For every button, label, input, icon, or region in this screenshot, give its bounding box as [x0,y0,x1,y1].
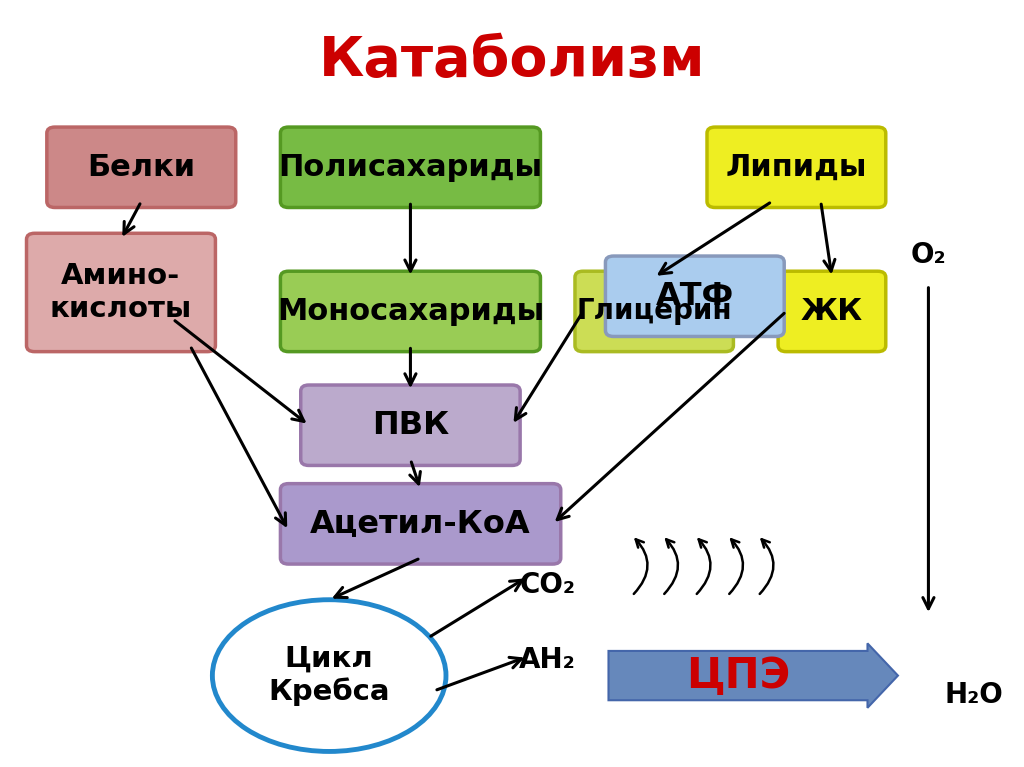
Text: ЖК: ЖК [801,297,863,326]
FancyArrow shape [608,644,898,708]
Text: ПВК: ПВК [372,410,450,441]
Text: Глицерин: Глицерин [577,298,732,325]
Text: Липиды: Липиды [726,153,867,182]
FancyBboxPatch shape [301,385,520,466]
Text: Белки: Белки [87,153,196,182]
FancyBboxPatch shape [281,484,561,564]
FancyBboxPatch shape [281,272,541,351]
Text: Амино-
кислоты: Амино- кислоты [50,262,193,323]
Text: H₂O: H₂O [945,680,1004,709]
FancyBboxPatch shape [778,272,886,351]
Text: ЦПЭ: ЦПЭ [686,654,791,696]
FancyBboxPatch shape [27,233,215,351]
Text: Полисахариды: Полисахариды [279,153,543,182]
Text: Цикл
Кребса: Цикл Кребса [268,645,390,706]
FancyBboxPatch shape [707,127,886,208]
Text: Моносахариды: Моносахариды [276,297,544,326]
Text: Катаболизм: Катаболизм [318,34,706,88]
FancyBboxPatch shape [281,127,541,208]
Text: Ацетил-КоА: Ацетил-КоА [310,509,530,539]
FancyBboxPatch shape [605,256,784,337]
Text: O₂: O₂ [910,241,946,268]
FancyBboxPatch shape [574,272,733,351]
Text: CO₂: CO₂ [519,571,575,598]
Ellipse shape [212,600,446,752]
Text: АТФ: АТФ [655,281,734,311]
FancyBboxPatch shape [47,127,236,208]
Text: АН₂: АН₂ [519,647,575,674]
